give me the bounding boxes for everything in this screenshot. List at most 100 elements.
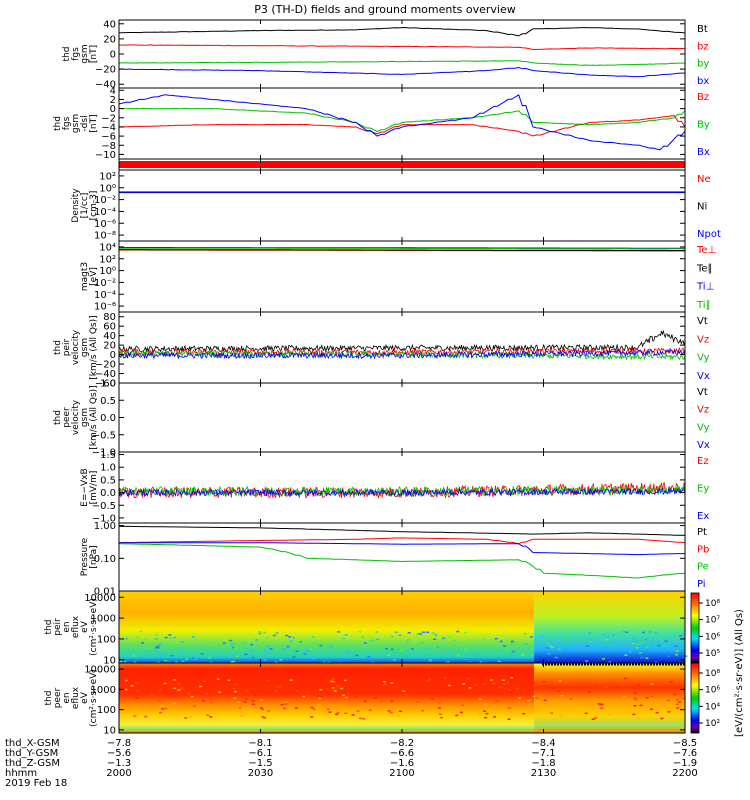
spectrogram-speckle [154, 650, 158, 652]
spectrogram-speckle [216, 678, 220, 680]
spectrogram-speckle [436, 646, 439, 648]
spectrogram-speckle [254, 690, 258, 693]
series-line-efield-2 [118, 487, 686, 498]
series-line-fgs-2 [118, 60, 685, 66]
spectrogram-speckle [119, 660, 123, 663]
spectrogram-speckle [614, 640, 618, 642]
y-axis-label: eflux [71, 615, 81, 638]
y-tick-label: 1.5 [100, 450, 116, 461]
spectrogram-speckle [243, 701, 247, 703]
spectrogram-speckle [632, 713, 636, 716]
spectrogram-speckle [515, 687, 519, 690]
spectrogram-speckle [418, 633, 422, 635]
spectrogram-speckle [375, 631, 379, 633]
y-axis-label: gsm [80, 44, 90, 63]
spectrogram-speckle [229, 639, 233, 642]
spectrogram-speckle [474, 683, 478, 686]
spectrogram-speckle [158, 643, 162, 645]
spectrogram-speckle [309, 648, 313, 650]
spectrogram-speckle [284, 701, 288, 703]
y-tick-label: 1000 [91, 614, 116, 625]
spectrogram-speckle [263, 717, 266, 719]
spectrogram-speckle [483, 661, 487, 663]
spectrogram-speckle [317, 694, 320, 697]
spectrogram-speckle [426, 631, 430, 633]
spectrogram-speckle [273, 698, 277, 701]
spectrogram-speckle [654, 632, 658, 634]
spectrogram-speckle [554, 656, 558, 659]
spectrogram-speckle [185, 658, 189, 661]
xrow-label-date: 2019 Feb 18 [5, 778, 67, 789]
y-axis-label: thd [44, 691, 54, 706]
y-tick-label: −10 [95, 150, 116, 161]
spectrogram-speckle [480, 655, 484, 657]
x-axis-value: −8.1 [248, 738, 272, 749]
spectrogram-speckle [648, 632, 652, 634]
spectrogram-speckle [331, 646, 335, 648]
y-tick-label: 0 [110, 104, 116, 115]
spectrogram-speckle [253, 694, 257, 697]
spectrogram-speckle [306, 650, 309, 652]
spectrogram-speckle [641, 631, 645, 634]
spectrogram-speckle [283, 707, 287, 710]
spectrogram-speckle [542, 701, 546, 703]
spectrogram-speckle [675, 653, 678, 656]
spectrogram-speckle [205, 693, 209, 695]
spectrogram-speckle [397, 714, 400, 717]
legend-efield-2: Ex [697, 511, 709, 522]
spectrogram-speckle [176, 642, 180, 644]
spectrogram-speckle [604, 639, 608, 641]
y-axis-label: Pressure [80, 537, 90, 576]
legend-density-1: Ni [697, 202, 707, 213]
spectrogram-speckle [344, 696, 348, 699]
spectrogram-speckle [382, 684, 386, 686]
xrow-label-hhmm: hhmm [5, 768, 37, 779]
spectrogram-speckle [508, 659, 512, 662]
spectrogram-speckle [619, 689, 623, 692]
spectrogram-speckle [154, 649, 157, 651]
spectrogram-speckle [258, 632, 262, 635]
spectrogram-speckle [343, 679, 347, 682]
y-axis-label: [cm-3] [89, 191, 99, 221]
spectrogram-speckle [550, 687, 554, 689]
spectrogram-speckle [657, 644, 661, 647]
spectrogram-speckle [605, 686, 609, 688]
legend-pressure-3: Pi [697, 579, 706, 590]
series-line-efield-0 [118, 482, 686, 499]
spectrogram-speckle [633, 637, 636, 640]
spectrogram-speckle [319, 696, 323, 698]
spectrogram-speckle [124, 679, 128, 682]
spectrogram-speckle [250, 691, 254, 693]
spectrogram-speckle [522, 653, 526, 655]
spectrogram-speckle [574, 707, 578, 709]
spectrogram-speckle [376, 638, 380, 641]
y-axis-label: peir [53, 618, 63, 636]
spectrogram-speckle [141, 642, 144, 644]
y-tick-label: 10 [103, 725, 116, 736]
y-tick-label: 80 [103, 312, 116, 323]
spectrogram-speckle [286, 645, 290, 648]
spectrogram-speckle [363, 700, 367, 702]
spectrogram-speckle [167, 659, 171, 661]
spectrogram-speckle [227, 642, 231, 645]
spectrogram-speckle [161, 689, 165, 692]
spectrogram-speckle [289, 640, 293, 642]
spectrogram-speckle [250, 643, 254, 646]
spectrogram-speckle [492, 682, 496, 685]
spectrogram-speckle [510, 691, 514, 694]
spectrogram-speckle [240, 699, 244, 702]
y-tick-label: 10⁻⁶ [94, 302, 116, 313]
spectrogram-speckle [349, 682, 353, 684]
spectrogram-speckle [633, 697, 637, 699]
spectrogram-speckle [190, 695, 194, 698]
series-line-fgs-1 [119, 44, 686, 51]
spectrogram-speckle [230, 643, 234, 645]
y-axis-label: eV [80, 691, 90, 704]
spectrogram-speckle [310, 686, 314, 689]
spectrogram-speckle [518, 697, 521, 699]
x-axis-value: 2100 [389, 768, 414, 779]
flag-bar [119, 161, 685, 168]
